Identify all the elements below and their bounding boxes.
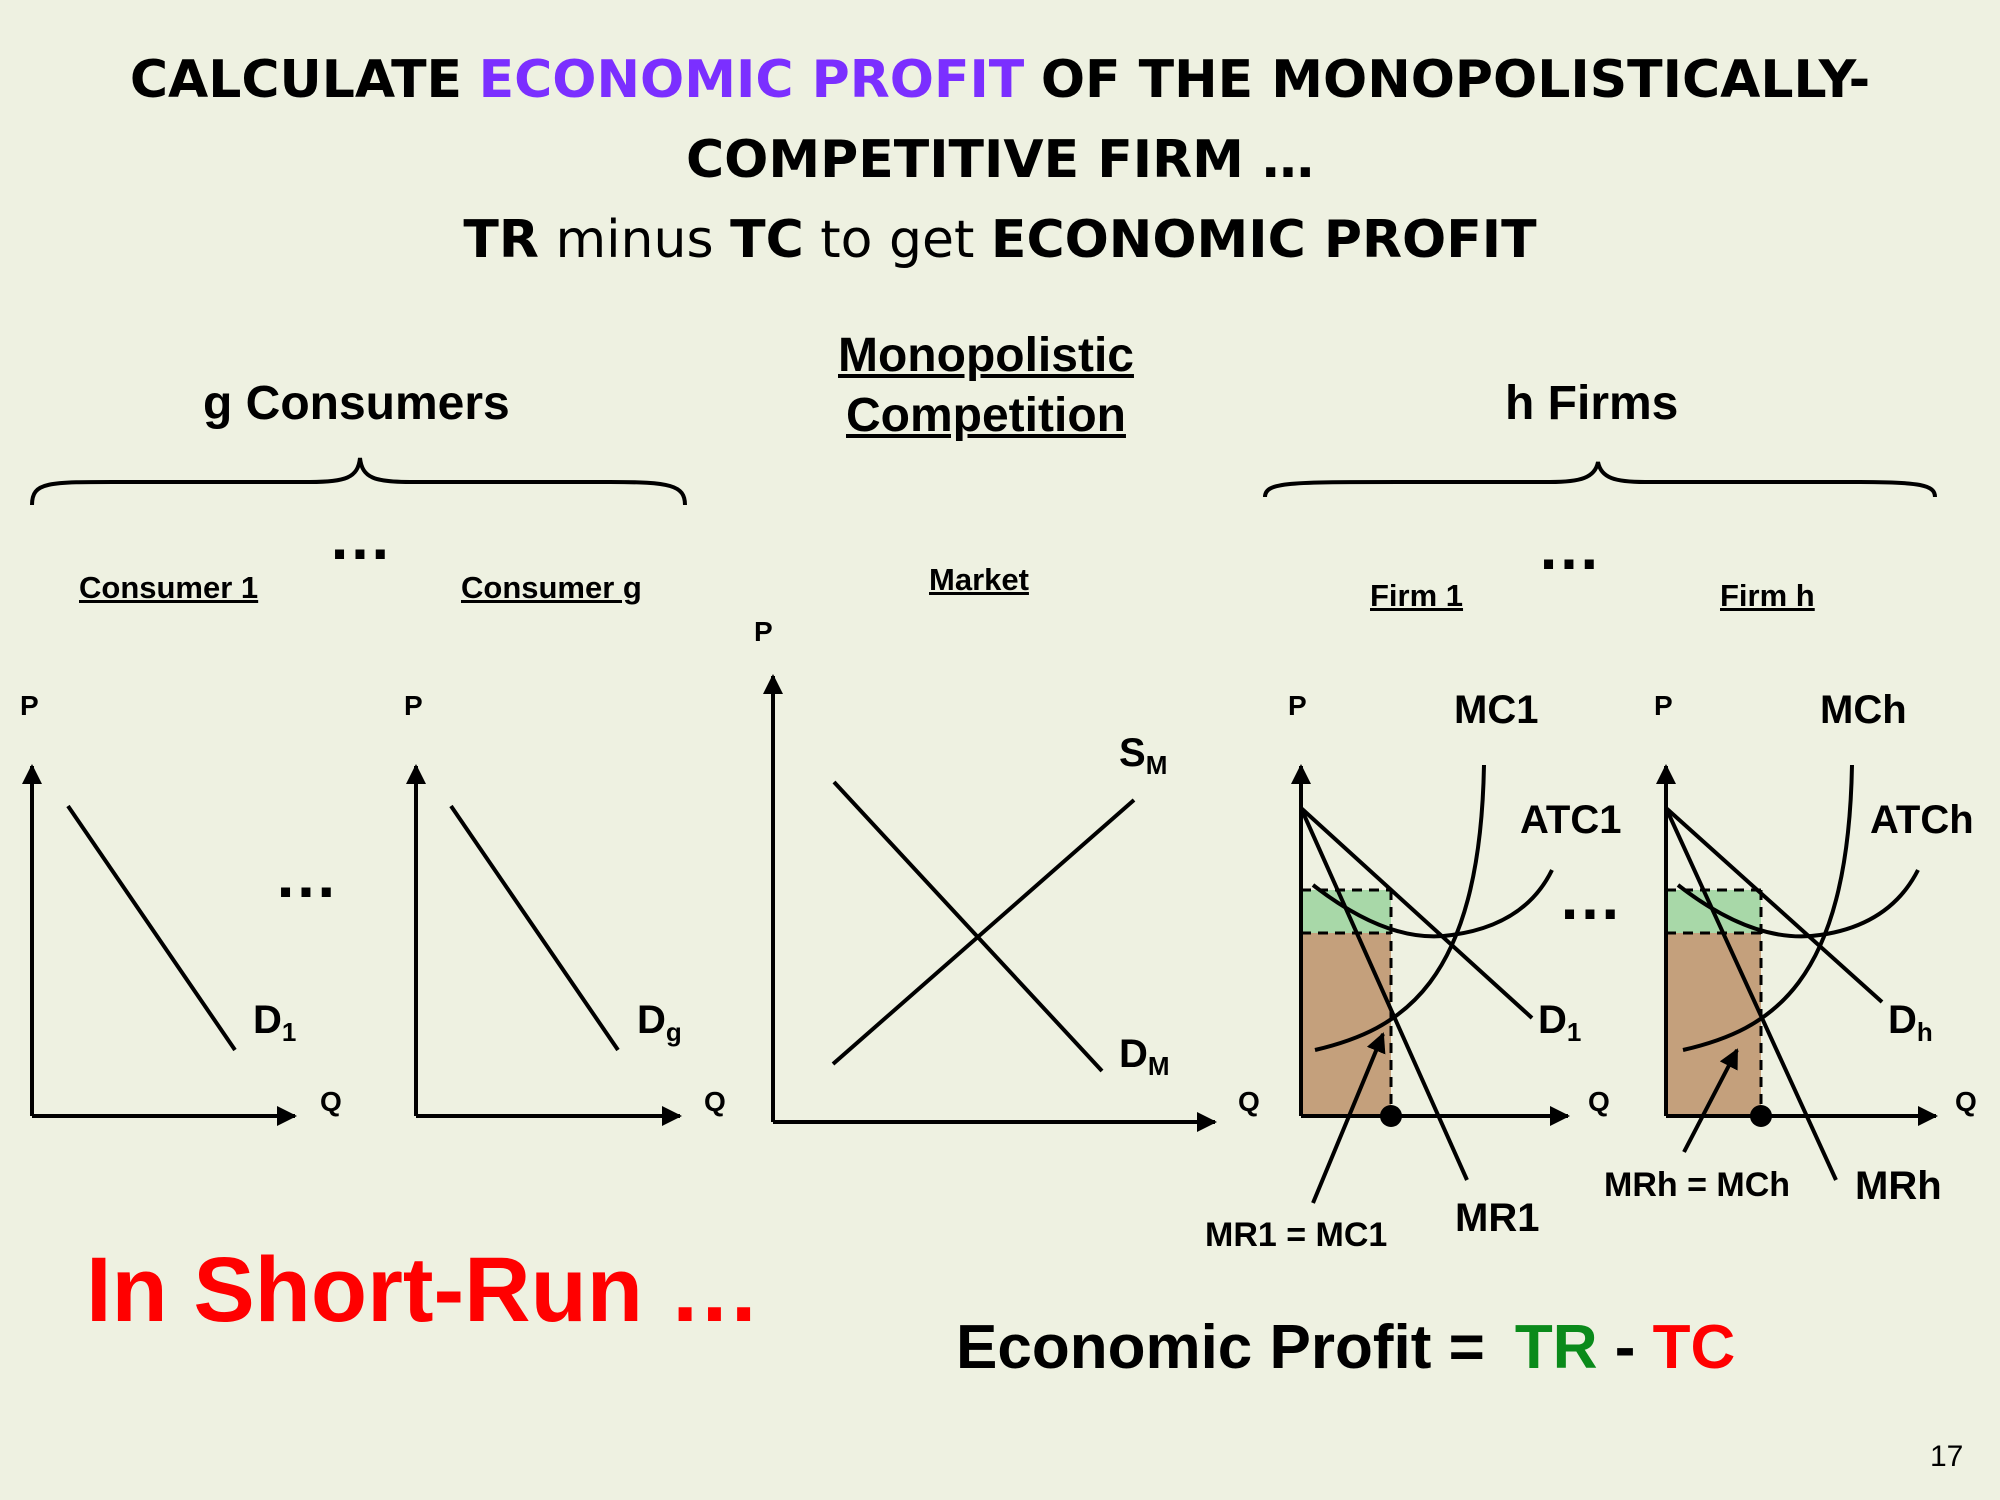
firmh-cost-area — [1666, 933, 1761, 1116]
firm1-mr-label: MR1 — [1455, 1196, 1540, 1240]
consumer1-demand-curve — [66, 804, 237, 1052]
firmh-graph — [1656, 764, 1938, 1181]
economic-profit-formula: Economic Profit = TR - TC — [956, 1313, 1736, 1382]
title-line-1: CALCULATE ECONOMIC PROFIT OF THE MONOPOL… — [129, 50, 1871, 110]
consumer1-demand-label: D1 — [253, 998, 297, 1047]
firm1-graph — [1291, 764, 1570, 1204]
ellipsis-firm-graphs: … — [1558, 861, 1624, 933]
firm1-mr-curve — [1299, 807, 1469, 1181]
firm1-demand-label: D1 — [1538, 998, 1582, 1047]
firmh-mr-mc-label: MRh = MCh — [1604, 1166, 1791, 1204]
ellipsis-consumer-graphs: … — [274, 839, 340, 911]
firmh-mr-label: MRh — [1855, 1164, 1942, 1208]
consumers-brace — [30, 457, 687, 506]
consumerg-demand-label: Dg — [637, 998, 682, 1047]
market-demand-label: DM — [1119, 1032, 1170, 1081]
firm1-mc-curve — [1314, 764, 1486, 1052]
consumer1-q-label: Q — [320, 1086, 342, 1117]
firmh-atc-label: ATCh — [1870, 798, 1974, 842]
firmh-mc-curve — [1682, 764, 1854, 1052]
short-run-label: In Short-Run … — [86, 1239, 761, 1341]
firm1-mr-mc-pointer — [1311, 1032, 1386, 1204]
firm1-q-label: Q — [1588, 1086, 1610, 1117]
market-heading-line1: Monopolistic — [838, 329, 1134, 382]
firm1-demand-curve — [1299, 806, 1534, 1020]
firmh-label: Firm h — [1720, 578, 1815, 613]
firmh-demand-curve — [1664, 806, 1884, 1004]
market-demand-curve — [832, 780, 1104, 1073]
firmh-mr-mc-pointer — [1682, 1048, 1739, 1153]
consumerg-p-label: P — [404, 690, 423, 721]
page-number: 17 — [1930, 1440, 1964, 1473]
firm1-mc-label: MC1 — [1454, 688, 1539, 732]
firmh-mc-label: MCh — [1820, 688, 1907, 732]
consumers-heading: g Consumers — [203, 377, 510, 430]
consumerg-demand-curve — [449, 804, 620, 1052]
consumerg-label: Consumer g — [461, 570, 642, 605]
ellipsis-consumers: … — [328, 501, 394, 573]
market-supply-label: SM — [1119, 731, 1168, 780]
firmh-demand-label: Dh — [1888, 998, 1933, 1047]
market-p-label: P — [754, 616, 773, 647]
market-label: Market — [929, 562, 1029, 597]
consumer1-graph — [22, 764, 297, 1126]
firms-brace — [1263, 461, 1937, 498]
firms-heading: h Firms — [1505, 377, 1679, 430]
tc-term: TC — [1652, 1313, 1736, 1382]
firm1-label: Firm 1 — [1370, 578, 1464, 613]
consumerg-q-label: Q — [704, 1086, 726, 1117]
firm1-p-label: P — [1288, 690, 1307, 721]
firmh-quantity-point — [1750, 1105, 1772, 1127]
firm1-atc-label: ATC1 — [1520, 798, 1622, 842]
firm1-quantity-point — [1380, 1105, 1402, 1127]
consumer1-label: Consumer 1 — [79, 570, 259, 605]
firmh-atc-curve — [1676, 869, 1920, 939]
ellipsis-firms: … — [1537, 511, 1603, 583]
market-graph — [763, 674, 1217, 1132]
tr-term: TR — [1514, 1313, 1598, 1382]
consumer1-p-label: P — [20, 690, 39, 721]
consumerg-graph — [406, 764, 682, 1126]
firmh-mr-curve — [1664, 807, 1838, 1181]
title-line-2: COMPETITIVE FIRM … — [685, 130, 1314, 190]
market-heading-line2: Competition — [846, 389, 1126, 442]
market-supply-curve — [831, 798, 1136, 1066]
firmh-p-label: P — [1654, 690, 1673, 721]
firmh-q-label: Q — [1955, 1086, 1977, 1117]
firm1-atc-curve — [1311, 869, 1554, 939]
firm1-cost-area — [1301, 933, 1391, 1116]
title-highlight: ECONOMIC PROFIT — [478, 50, 1025, 110]
market-q-label: Q — [1238, 1086, 1260, 1117]
title-line-3: TR minus TC to get ECONOMIC PROFIT — [463, 210, 1537, 270]
firm1-mr-mc-label: MR1 = MC1 — [1205, 1216, 1388, 1254]
